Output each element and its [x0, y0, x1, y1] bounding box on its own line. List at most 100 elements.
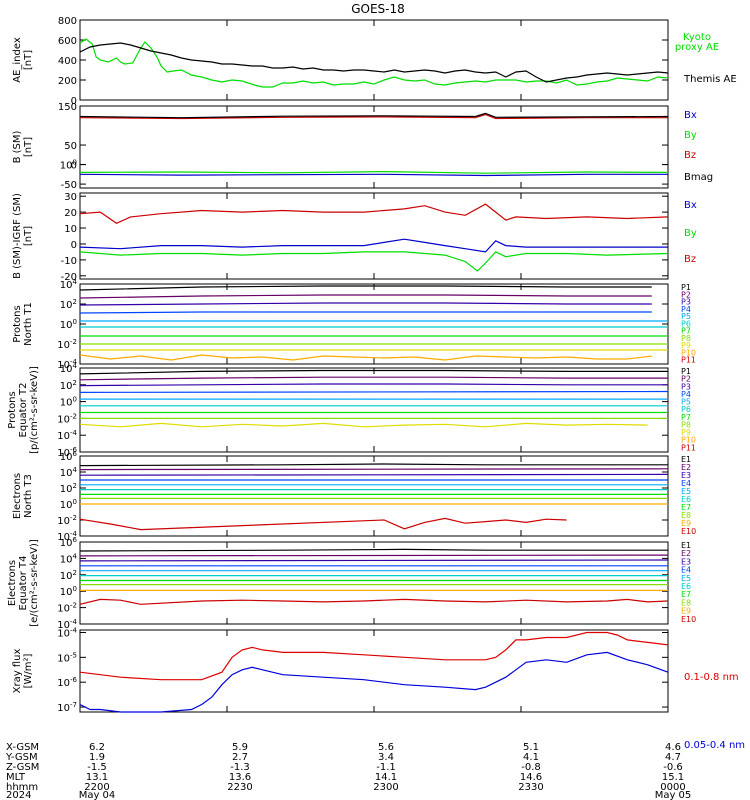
- panel-protons_equator: [79, 367, 669, 453]
- series-line-p2: [79, 294, 652, 299]
- legend-entry: P2: [681, 290, 691, 299]
- panel-electrons_north: [79, 455, 669, 537]
- y-axis-label: Equator T4: [18, 556, 29, 611]
- axis-row-label: Y-GSM: [5, 752, 38, 763]
- legend-entry: P11: [681, 443, 696, 452]
- legend-entry: P8: [681, 334, 691, 343]
- y-axis-label: [W/m²]: [23, 653, 34, 688]
- y-tick-label: 102: [60, 298, 77, 311]
- series-line-by: [79, 170, 669, 174]
- y-tick-label: 106: [60, 536, 78, 549]
- axis-row-value: -0.8: [521, 762, 541, 773]
- axis-row-value: May 04: [79, 790, 116, 800]
- legend-entry: E3: [681, 557, 691, 566]
- legend-entry: E8: [681, 598, 691, 607]
- legend-entry: Bx: [684, 110, 697, 121]
- axis-row-value: 3.4: [378, 752, 394, 763]
- axis-row-value: -0.6: [663, 762, 683, 773]
- y-tick-label: 10-2: [57, 412, 77, 425]
- axis-row-label: Z-GSM: [6, 762, 39, 773]
- y-tick-label: 104: [60, 362, 78, 375]
- legend-entry: E4: [681, 566, 691, 575]
- y-tick-label: 20: [64, 208, 77, 219]
- legend-entry: E9: [681, 519, 691, 528]
- legend-entry: E4: [681, 479, 691, 488]
- legend-entry: E2: [681, 549, 691, 558]
- panel-ae: [79, 19, 669, 101]
- axis-row-value: 2200: [84, 782, 109, 793]
- axis-row-label: hhmm: [6, 782, 38, 793]
- axis-row-value: 2.7: [232, 752, 248, 763]
- series-line-e10: [79, 517, 567, 531]
- legend-entry: P4: [681, 305, 691, 314]
- y-tick-label: 10: [64, 224, 77, 235]
- y-tick-label: 102: [60, 569, 77, 582]
- axis-row-value: 4.7: [665, 752, 681, 763]
- series-line-p2: [79, 376, 668, 381]
- axis-row-value: 5.9: [232, 742, 248, 753]
- panel-protons_north: [79, 283, 669, 365]
- legend-entry: P7: [681, 413, 691, 422]
- legend-entry: P11: [681, 356, 696, 365]
- y-tick-label: 50: [64, 141, 77, 152]
- axis-row-value: 15.1: [662, 772, 684, 783]
- y-tick-label: 10-2: [57, 338, 77, 351]
- series-line-p4: [79, 311, 652, 314]
- legend-entry: Bmag: [684, 172, 713, 183]
- y-tick-label: 400: [58, 56, 77, 67]
- panel-frame: [79, 629, 669, 713]
- y-tick-label: 102: [60, 379, 77, 392]
- legend-entry: P4: [681, 390, 691, 399]
- y-axis-label: [nT]: [23, 50, 34, 70]
- legend-entry: P1: [681, 367, 691, 376]
- y-tick-label: 100: [60, 498, 77, 511]
- legend-entry: E7: [681, 503, 691, 512]
- y-axis-label: North T1: [23, 302, 34, 346]
- series-line-0-1-0-8-nm: [79, 631, 669, 681]
- axis-row-value: 4.1: [523, 752, 539, 763]
- legend-entry: By: [684, 228, 697, 239]
- panel-frame: [79, 192, 669, 280]
- legend-entry: Kyoto: [683, 32, 711, 43]
- y-tick-label: 150: [58, 102, 77, 113]
- y-axis-label: [nT]: [23, 137, 34, 157]
- y-tick-label: 10-4: [57, 358, 77, 371]
- series-line-e3: [79, 473, 669, 476]
- y-tick-label: 600: [58, 36, 77, 47]
- legend-entry: E6: [681, 582, 691, 591]
- y-tick-label: 10-6: [57, 676, 77, 689]
- panel-b_sm: [79, 105, 669, 189]
- legend-entry: P2: [681, 375, 691, 384]
- series-line-bx: [79, 173, 668, 177]
- axis-row-value: 14.1: [375, 772, 397, 783]
- legend-entry: E10: [681, 615, 696, 624]
- panel-b_igrf: [79, 192, 669, 280]
- legend-entry: E1: [681, 455, 691, 464]
- legend-entry: E7: [681, 590, 691, 599]
- series-line-p9: [79, 422, 648, 428]
- legend-entry: P9: [681, 341, 691, 350]
- series-line-bz: [79, 203, 669, 224]
- y-tick-label: 106: [60, 450, 78, 463]
- series-line-e2: [79, 468, 669, 471]
- axis-row-value: 13.6: [229, 772, 251, 783]
- series-line-p3: [79, 383, 668, 387]
- y-tick-label: -20: [61, 272, 77, 283]
- legend-entry: E5: [681, 487, 691, 496]
- y-tick-label: 104: [60, 278, 78, 291]
- y-axis-label: Electrons: [12, 473, 23, 519]
- axis-row-value: May 05: [655, 790, 692, 800]
- series-line-bz: [79, 113, 668, 120]
- y-axis-label: [e/(cm²-s-sr-keV)]: [29, 539, 40, 627]
- axis-row-value: 1.9: [89, 752, 105, 763]
- legend-entry: E9: [681, 607, 691, 616]
- y-tick-label: 100: [60, 396, 77, 409]
- legend-entry: P6: [681, 319, 691, 328]
- series-line-e1: [79, 463, 668, 467]
- y-axis-label: B (SM): [12, 130, 23, 163]
- legend-entry: P5: [681, 398, 691, 407]
- y-tick-label: 0: [71, 96, 77, 107]
- y-tick-label: 10-5: [57, 651, 77, 664]
- series-line-p3: [79, 302, 652, 306]
- legend-entry: P7: [681, 327, 691, 336]
